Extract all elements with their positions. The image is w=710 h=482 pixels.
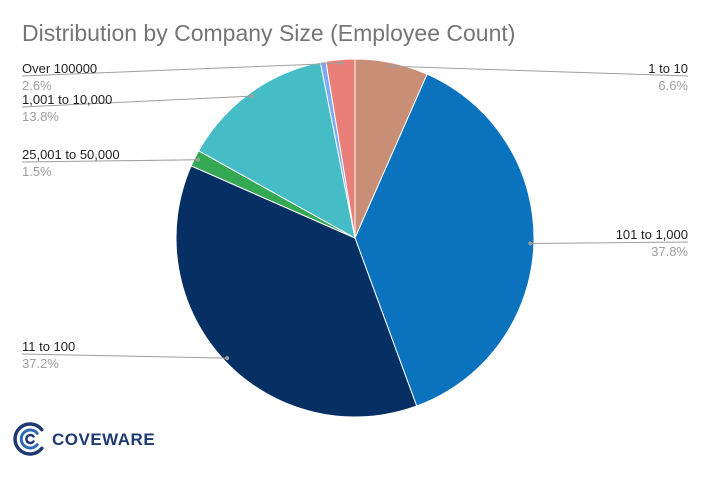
slice-value-101-to-1-000: 37.8%	[651, 244, 688, 259]
coveware-logo: COVEWARE	[13, 422, 155, 456]
leader-dot-101-to-1-000	[528, 241, 533, 246]
slice-value-1-001-to-10-000: 13.8%	[22, 109, 59, 124]
leader-line-101-to-1-000	[530, 241, 689, 244]
leader-dot-11-to-100	[225, 356, 230, 361]
slice-label-over-100000: Over 100000	[22, 61, 97, 76]
leader-line-25-001-to-50-000	[21, 159, 199, 163]
slice-value-11-to-100: 37.2%	[22, 356, 59, 371]
slice-label-11-to-100: 11 to 100	[22, 339, 75, 354]
leader-line-11-to-100	[21, 353, 228, 359]
leader-dot-25-001-to-50-000	[196, 157, 200, 162]
leader-dot-1-001-to-10-000	[249, 94, 254, 99]
slice-value-1-to-10: 6.6%	[658, 78, 688, 93]
slice-value-over-100000: 2.6%	[22, 78, 52, 93]
slice-label-25-001-to-50-000: 25,001 to 50,000	[22, 147, 120, 162]
slice-label-1-001-to-10-000: 1,001 to 10,000	[22, 92, 112, 107]
pie-slice-11-to-100-2	[175, 165, 418, 418]
slice-label-101-to-1-000: 101 to 1,000	[616, 227, 688, 242]
pie-slices	[175, 58, 535, 418]
leader-line-1-to-10	[391, 65, 689, 77]
leader-line-1-001-to-10-000	[21, 95, 252, 108]
leader-dot-over-100000	[338, 61, 343, 66]
chart-title: Distribution by Company Size (Employee C…	[22, 20, 515, 46]
pie-slice-over-100000-6	[325, 58, 356, 239]
coveware-logo-icon	[13, 422, 44, 456]
slice-labels: 1 to 10 6.6% 101 to 1,000 37.8% 11 to 100 37.…	[21, 61, 689, 371]
coveware-logo-text: COVEWARE	[52, 430, 155, 449]
slice-value-25-001-to-50-000: 1.5%	[22, 164, 52, 179]
leader-dot-1-to-10	[389, 64, 394, 69]
slice-label-1-to-10: 1 to 10	[648, 61, 688, 76]
leader-line-over-100000	[21, 62, 341, 77]
